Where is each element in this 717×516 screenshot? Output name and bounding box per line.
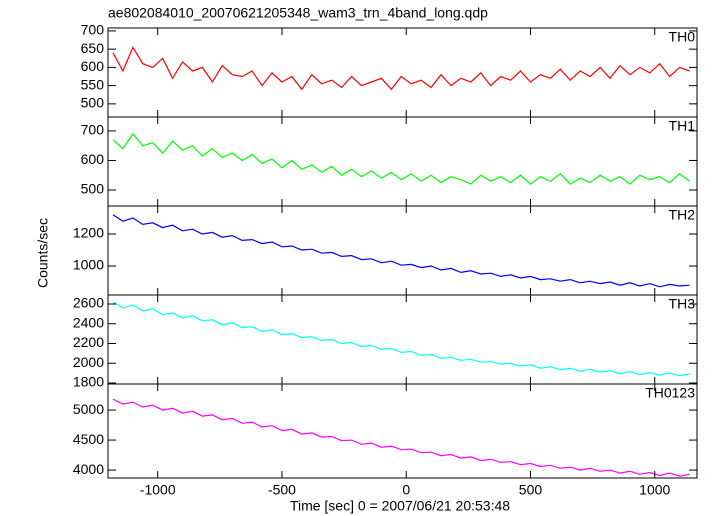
y-tick-label: 1800 xyxy=(73,374,104,390)
y-tick-label: 600 xyxy=(81,58,105,74)
panel-frame xyxy=(107,383,698,479)
x-tick-label: -500 xyxy=(268,482,296,498)
y-tick-label: 5000 xyxy=(73,401,104,417)
data-line xyxy=(112,132,690,185)
chart-title: ae802084010_20070621205348_wam3_trn_4ban… xyxy=(108,5,488,21)
panel-label: TH3 xyxy=(669,296,696,312)
data-line xyxy=(112,301,690,377)
x-tick-label: 0 xyxy=(402,482,410,498)
y-tick-label: 700 xyxy=(81,22,105,38)
y-tick-label: 500 xyxy=(81,181,105,197)
data-line xyxy=(112,45,690,91)
x-axis-label: Time [sec] 0 = 2007/06/21 20:53:48 xyxy=(290,498,510,514)
y-tick-label: 2200 xyxy=(73,334,104,350)
y-tick-label: 2400 xyxy=(73,314,104,330)
y-tick-label: 2000 xyxy=(73,354,104,370)
panel-label: TH1 xyxy=(669,118,696,134)
panel-label: TH2 xyxy=(669,207,696,223)
y-tick-label: 700 xyxy=(81,122,105,138)
y-tick-label: 1200 xyxy=(73,225,104,241)
y-tick-label: 4000 xyxy=(73,461,104,477)
y-tick-label: 650 xyxy=(81,40,105,56)
y-tick-label: 600 xyxy=(81,151,105,167)
panel-frame xyxy=(107,116,698,207)
y-tick-label: 500 xyxy=(81,95,105,111)
y-tick-label: 4500 xyxy=(73,431,104,447)
data-line xyxy=(112,214,690,288)
y-tick-label: 550 xyxy=(81,76,105,92)
y-axis-label: Counts/sec xyxy=(35,218,51,288)
x-tick-label: 1000 xyxy=(639,482,670,498)
y-tick-label: 1000 xyxy=(73,257,104,273)
data-line xyxy=(112,398,690,477)
y-tick-label: 2600 xyxy=(73,295,104,311)
x-tick-label: 500 xyxy=(519,482,543,498)
x-tick-label: -1000 xyxy=(140,482,176,498)
panel-label: TH0123 xyxy=(645,385,695,401)
panel-label: TH0 xyxy=(669,29,696,45)
panel-frame xyxy=(107,27,698,118)
